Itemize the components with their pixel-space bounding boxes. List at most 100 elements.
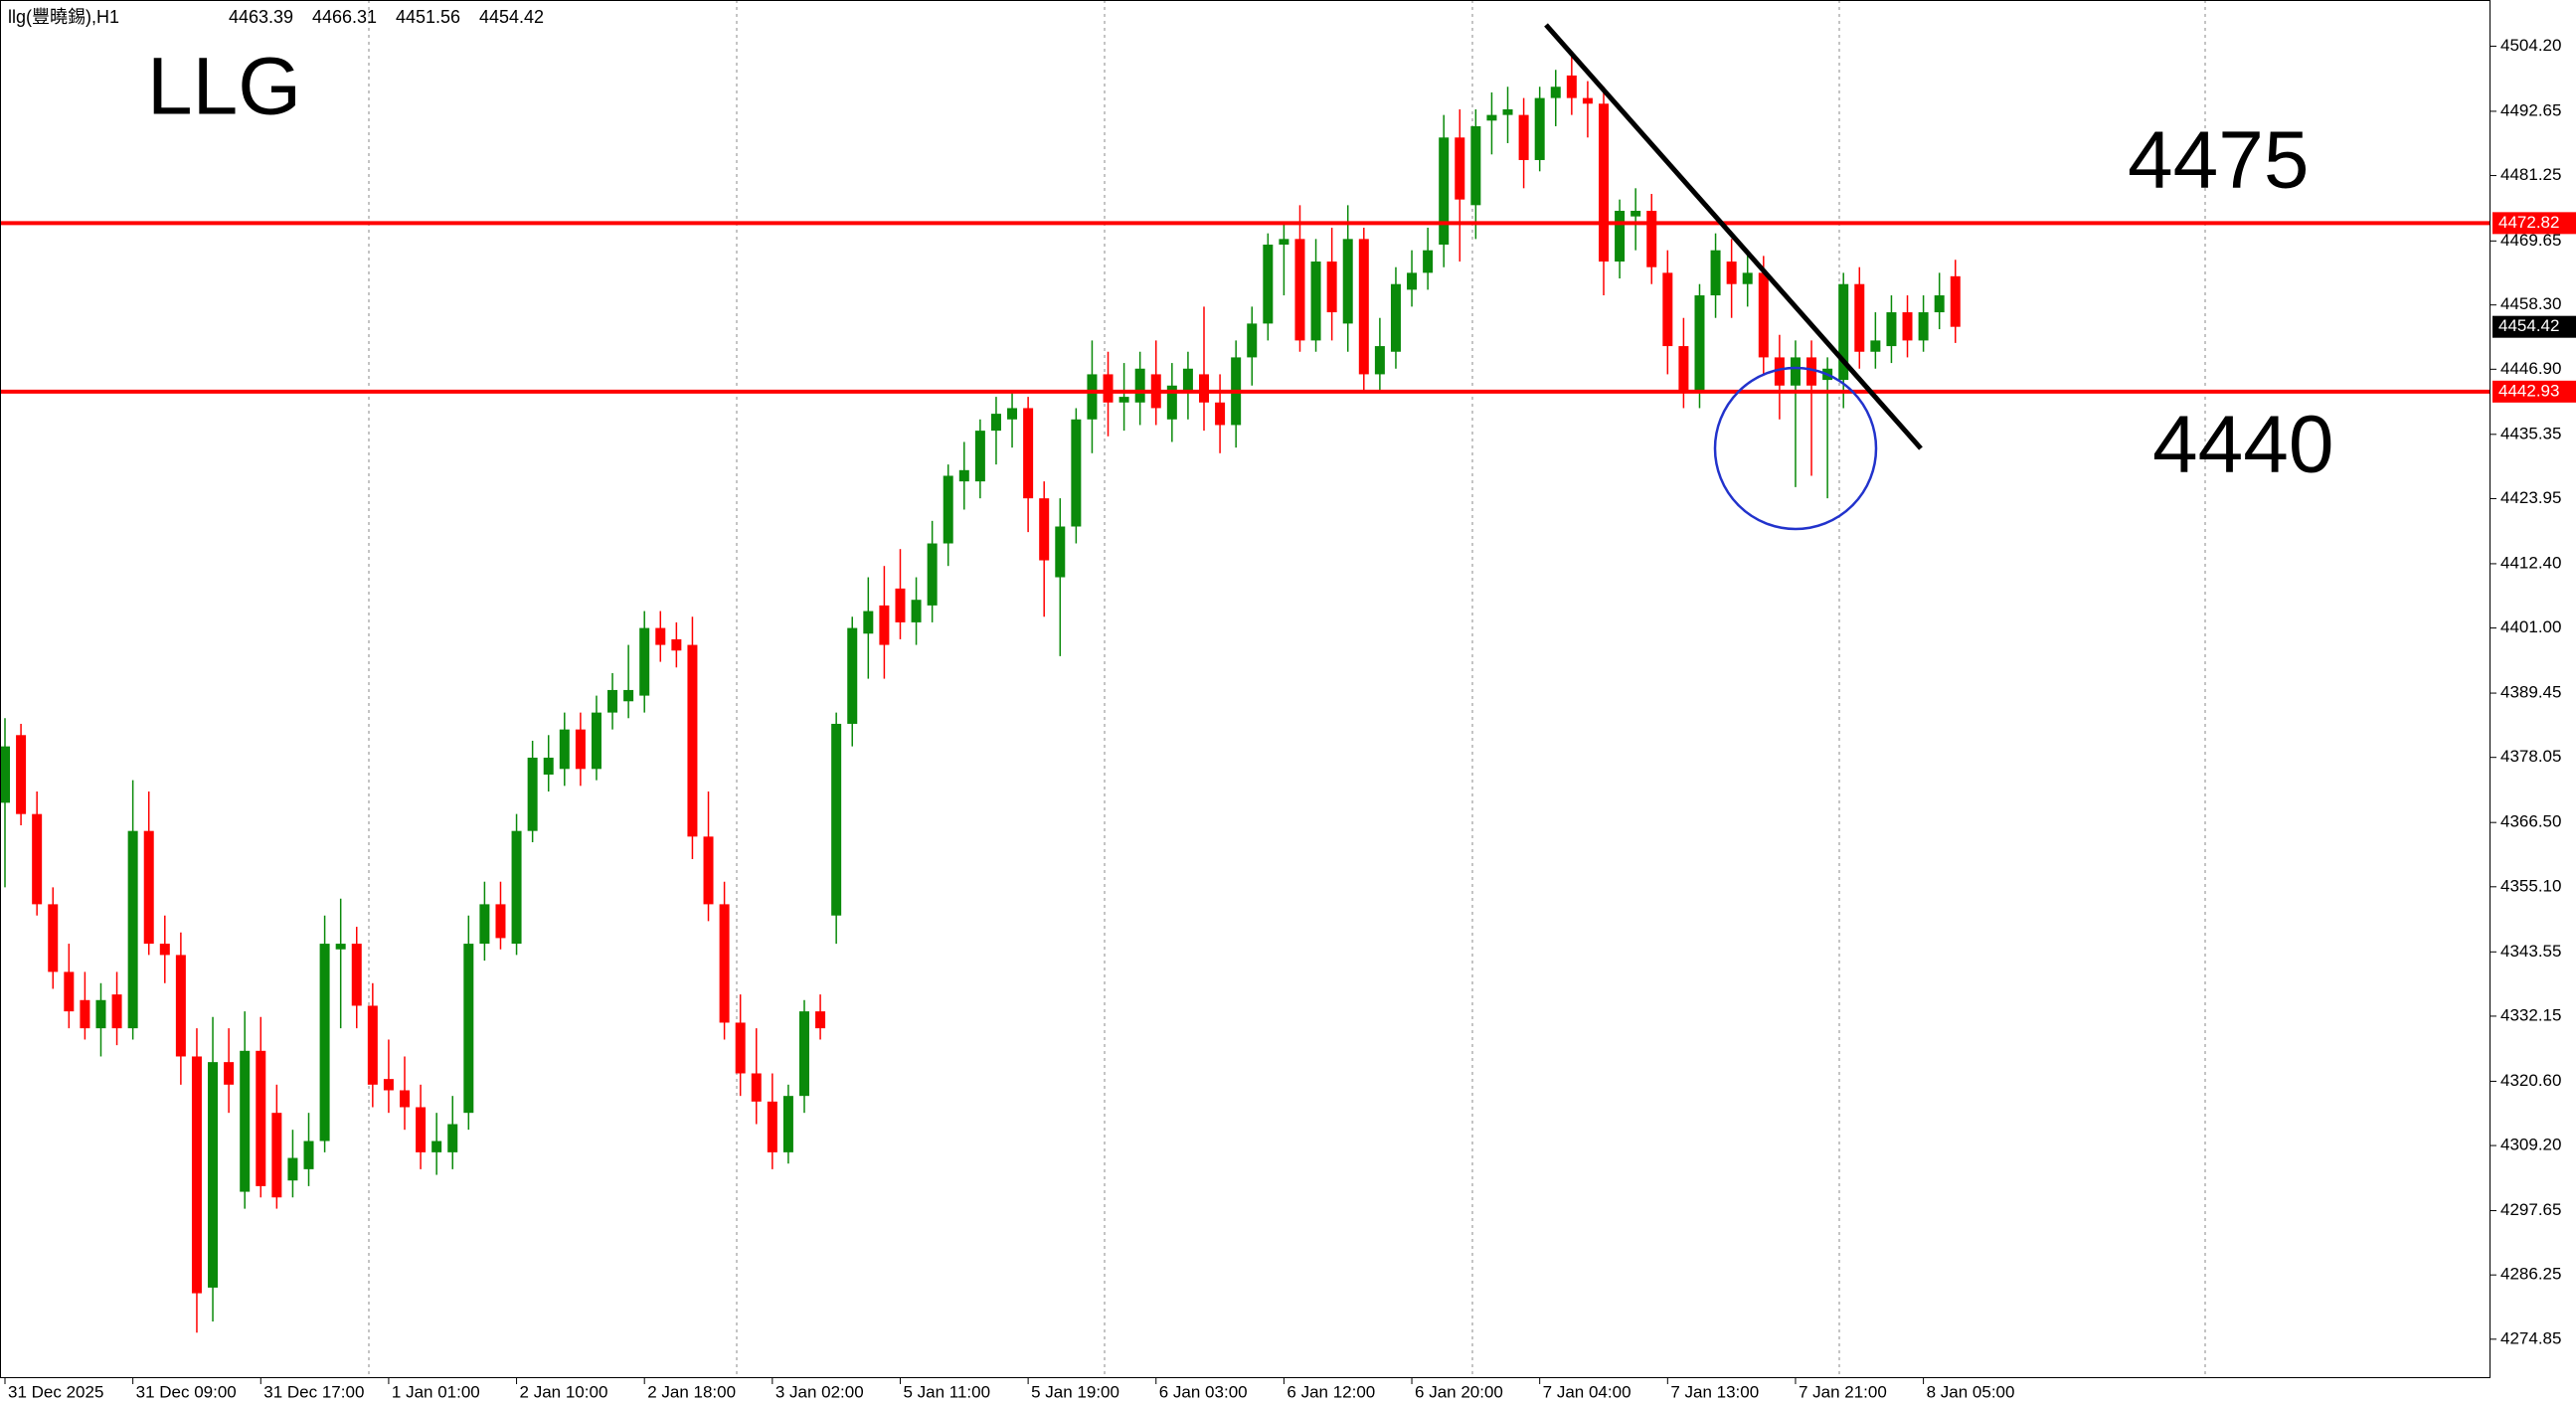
candle-body [990, 414, 1001, 432]
candle-body [367, 1005, 378, 1085]
candle-body [111, 994, 122, 1029]
candle-body [1870, 340, 1881, 352]
candle-body [751, 1073, 762, 1102]
x-tick-label: 3 Jan 02:00 [775, 1382, 864, 1401]
candle-body [1566, 75, 1577, 98]
candle-body [1023, 408, 1034, 499]
y-tick-label: 4286.25 [2500, 1265, 2561, 1284]
candle-body [879, 605, 890, 645]
candle-body [799, 1011, 809, 1097]
price-label-box [2492, 380, 2576, 403]
candle-body [1134, 368, 1145, 403]
candle-body [1550, 87, 1561, 98]
y-tick-label: 4332.15 [2500, 1005, 2561, 1024]
x-tick-label: 7 Jan 13:00 [1670, 1382, 1759, 1401]
ohlc-value: 4454.42 [479, 7, 544, 27]
candle-body [191, 1056, 202, 1294]
x-tick-label: 6 Jan 20:00 [1415, 1382, 1503, 1401]
highlight-circle [1713, 366, 1878, 531]
annotation: 4440 [2152, 400, 2333, 490]
candle-body [143, 830, 154, 945]
candle-body [687, 644, 698, 837]
candle-body [127, 830, 138, 1029]
candle-body [1087, 374, 1098, 420]
candle-body [623, 689, 634, 702]
ohlc-value: 4463.39 [229, 7, 293, 27]
candle-body [1199, 374, 1209, 403]
y-tick-label: 4504.20 [2500, 36, 2561, 55]
y-tick-label: 4401.00 [2500, 617, 2561, 636]
candle-body [1662, 272, 1673, 347]
candle-body [655, 627, 666, 645]
ohlc-value: 4466.31 [312, 7, 377, 27]
candle-body [1071, 419, 1082, 527]
candle-body [1407, 272, 1418, 290]
candle-body [927, 543, 938, 606]
candle-body [1182, 368, 1193, 392]
candle-body [1055, 526, 1066, 578]
candle-body [32, 813, 43, 905]
candle-body [1486, 114, 1497, 121]
candle-body [911, 600, 922, 622]
y-tick-label: 4458.30 [2500, 294, 2561, 313]
candle-body [719, 904, 730, 1023]
candle-body [782, 1096, 793, 1152]
candle-body [303, 1141, 314, 1169]
candle-body [1326, 262, 1337, 313]
candle-body [175, 955, 186, 1057]
x-tick-label: 5 Jan 19:00 [1031, 1382, 1119, 1401]
trend-line [1544, 23, 1923, 450]
x-tick-label: 5 Jan 11:00 [903, 1382, 990, 1401]
y-tick-label: 4412.40 [2500, 553, 2561, 572]
x-tick-label: 6 Jan 12:00 [1287, 1382, 1375, 1401]
plot-border [0, 0, 2490, 1378]
candle-body [447, 1124, 458, 1152]
candle-body [1310, 262, 1321, 341]
candle-body [224, 1062, 235, 1085]
candle-body [431, 1141, 442, 1152]
candle-body [1342, 239, 1353, 324]
y-tick-label: 4274.85 [2500, 1328, 2561, 1347]
candle-body [575, 729, 586, 770]
ohlc-value: 4451.56 [396, 7, 460, 27]
x-tick-label: 8 Jan 05:00 [1927, 1382, 2015, 1401]
candle-body [16, 735, 27, 814]
y-tick-label: 4446.90 [2500, 359, 2561, 378]
candle-body [1790, 357, 1801, 386]
candle-body [80, 999, 90, 1029]
x-tick-label: 31 Dec 09:00 [136, 1382, 237, 1401]
x-tick-label: 2 Jan 10:00 [520, 1382, 608, 1401]
candle-body [159, 944, 170, 956]
candle-body [416, 1107, 427, 1152]
candle-body [815, 1011, 826, 1029]
candle-body [1902, 312, 1913, 341]
candle-body [1439, 137, 1450, 246]
candle-body [1918, 312, 1929, 341]
candle-body [1615, 210, 1626, 263]
candle-body [400, 1090, 410, 1108]
candle-body [831, 723, 842, 916]
candle-body [1742, 272, 1753, 284]
candle-body [639, 627, 650, 696]
candle-body [240, 1050, 251, 1192]
candle-body [1423, 250, 1434, 273]
x-tick-label: 7 Jan 04:00 [1543, 1382, 1631, 1401]
candle-body [847, 627, 858, 724]
candle-body [256, 1050, 266, 1186]
candle-body [271, 1113, 282, 1198]
candle-body [767, 1101, 777, 1152]
x-tick-label: 7 Jan 21:00 [1799, 1382, 1887, 1401]
y-tick-label: 4435.35 [2500, 424, 2561, 442]
candle-body [495, 904, 506, 939]
price-label-box [2492, 212, 2576, 235]
candle-body [0, 746, 10, 803]
candle-body [1599, 103, 1609, 263]
candle-body [287, 1157, 298, 1181]
candle-body [479, 904, 490, 945]
candle-body [607, 689, 618, 713]
candle-body [1263, 245, 1274, 324]
candle-body [1950, 275, 1961, 327]
y-tick-label: 4481.25 [2500, 165, 2561, 184]
